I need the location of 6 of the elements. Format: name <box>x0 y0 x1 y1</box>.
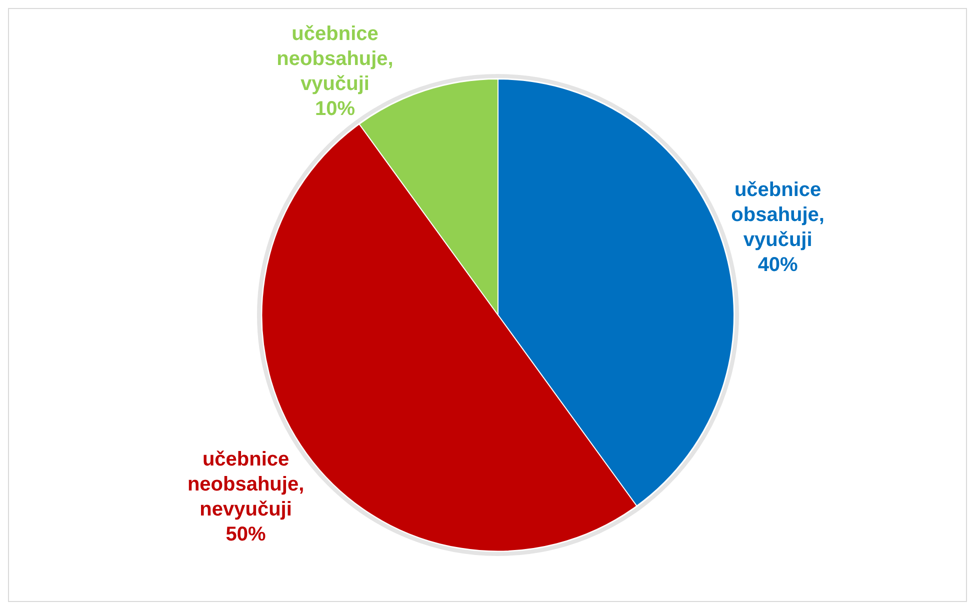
data-label: 40% <box>758 254 798 276</box>
data-label: 10% <box>315 98 356 120</box>
slice-label: učebnice obsahuje, vyučuji <box>731 179 825 252</box>
data-label: 50% <box>226 523 266 546</box>
slice-label: učebnice neobsahuje, vyučuji <box>276 23 394 95</box>
slice-label: učebnice neobsahuje, nevyučuji <box>187 448 304 520</box>
